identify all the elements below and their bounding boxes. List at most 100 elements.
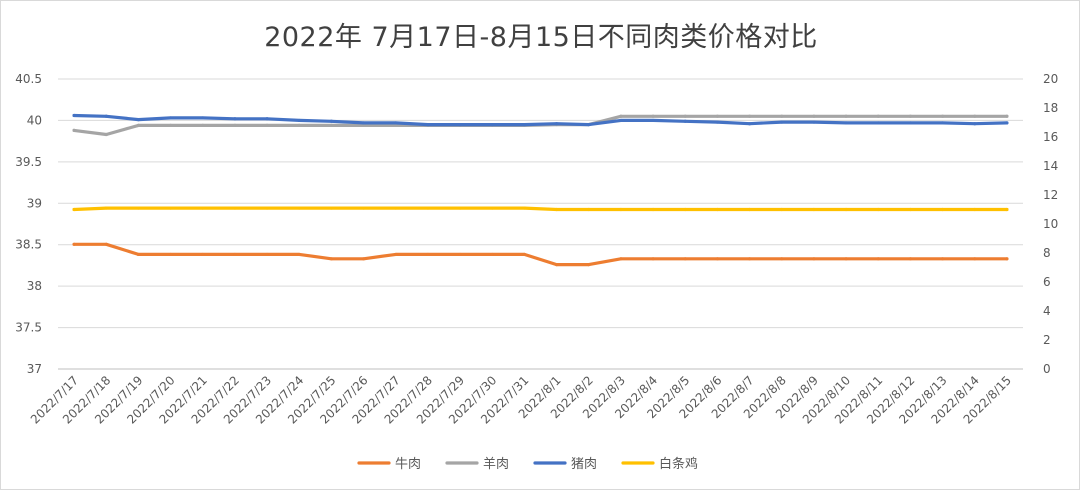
data-point: [747, 114, 752, 118]
data-point: [490, 206, 494, 210]
data-point: [940, 257, 945, 261]
data-point: [908, 207, 913, 212]
series-line-2: [72, 113, 1009, 127]
y-left-tick-label: 39: [27, 196, 42, 210]
data-point: [844, 207, 848, 212]
data-point: [780, 257, 784, 261]
data-point: [1005, 207, 1009, 212]
data-point: [361, 121, 366, 125]
y-left-tick-label: 38: [27, 279, 42, 293]
data-point: [136, 123, 141, 127]
data-point: [908, 257, 913, 261]
y-right-tick-label: 12: [1043, 188, 1058, 202]
data-point: [619, 207, 623, 212]
data-point: [104, 114, 108, 118]
series-line-3: [72, 206, 1009, 212]
data-point: [265, 206, 269, 210]
data-point: [329, 257, 334, 261]
data-point: [812, 114, 816, 118]
chart-title: 2022年 7月17日-8月15日不同肉类价格对比: [264, 22, 818, 53]
data-point: [329, 123, 334, 127]
legend-label: 白条鸡: [659, 456, 698, 472]
data-point: [715, 114, 720, 118]
data-point: [426, 252, 430, 257]
data-point: [394, 123, 398, 127]
data-point: [1005, 114, 1009, 118]
data-point: [747, 207, 752, 212]
data-point: [715, 207, 720, 212]
data-point: [876, 257, 880, 261]
data-point: [297, 252, 301, 257]
data-point: [844, 257, 848, 261]
data-point: [426, 206, 430, 210]
data-point: [780, 120, 784, 124]
y-left-tick-label: 40.5: [15, 72, 42, 86]
data-point: [201, 252, 205, 257]
data-point: [619, 114, 623, 118]
data-point: [651, 114, 655, 118]
data-point: [265, 123, 269, 127]
y-right-tick-label: 0: [1043, 362, 1051, 376]
data-point: [844, 114, 848, 118]
data-point: [587, 207, 591, 212]
data-point: [426, 122, 430, 127]
data-point: [876, 114, 880, 118]
data-point: [780, 114, 784, 118]
legend-label: 牛肉: [395, 457, 421, 472]
y-right-tick-label: 4: [1043, 304, 1051, 318]
data-point: [973, 257, 977, 261]
data-point: [780, 207, 784, 212]
data-point: [844, 121, 848, 125]
data-point: [1005, 257, 1009, 261]
data-point: [812, 207, 816, 212]
data-point: [201, 206, 205, 210]
y-left-tick-label: 38.5: [15, 238, 42, 252]
data-point: [522, 122, 527, 127]
data-point: [973, 207, 977, 212]
data-point: [587, 263, 591, 267]
data-point: [651, 207, 655, 212]
data-point: [1005, 121, 1009, 125]
data-point: [973, 122, 977, 126]
data-point: [329, 119, 334, 123]
data-point: [233, 123, 237, 127]
data-point: [394, 252, 398, 257]
data-point: [104, 206, 108, 210]
data-point: [715, 257, 720, 261]
data-point: [715, 120, 720, 124]
y-right-tick-label: 18: [1043, 101, 1058, 115]
data-point: [297, 118, 301, 123]
data-point: [940, 114, 945, 118]
data-point: [522, 206, 527, 210]
y-right-tick-label: 6: [1043, 275, 1051, 289]
y-right-tick-label: 16: [1043, 130, 1058, 144]
data-point: [908, 121, 913, 125]
data-point: [136, 118, 141, 122]
data-point: [394, 121, 398, 125]
y-right-tick-label: 2: [1043, 333, 1051, 347]
y-right-tick-label: 8: [1043, 246, 1051, 260]
data-point: [812, 120, 816, 124]
data-point: [458, 252, 462, 257]
data-point: [747, 122, 752, 126]
data-point: [619, 118, 623, 123]
y-right-tick-label: 14: [1043, 159, 1058, 173]
data-point: [233, 252, 237, 257]
data-point: [201, 123, 205, 127]
legend-label: 猪肉: [571, 457, 597, 472]
data-point: [168, 252, 173, 257]
data-point: [136, 206, 141, 210]
data-point: [458, 206, 462, 210]
data-point: [72, 128, 76, 132]
data-point: [619, 257, 623, 261]
legend-label: 羊肉: [483, 456, 509, 472]
data-point: [747, 257, 752, 261]
data-point: [168, 116, 173, 120]
data-point: [168, 123, 173, 127]
data-point: [490, 122, 494, 127]
data-point: [458, 122, 462, 127]
data-point: [973, 114, 977, 118]
y-right-tick-label: 20: [1043, 72, 1058, 86]
